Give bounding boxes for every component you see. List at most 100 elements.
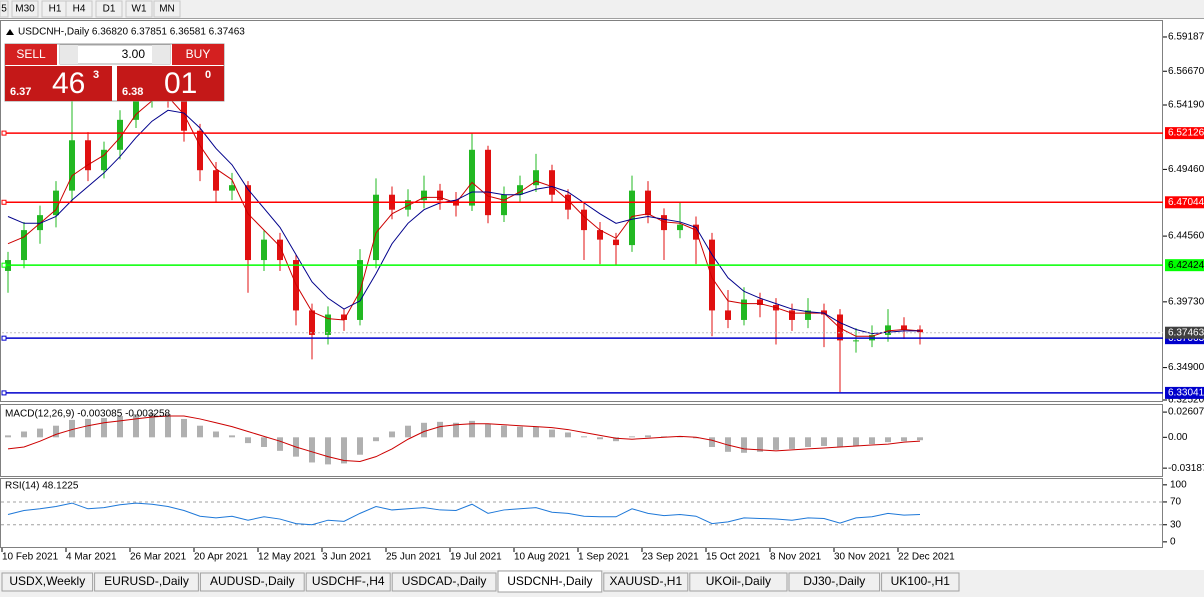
candle-body (853, 340, 859, 342)
timeframe-label[interactable]: H4 (73, 4, 86, 15)
macd-bar (709, 437, 715, 447)
chart-tab-label[interactable]: AUDUSD-,Daily (210, 574, 295, 588)
macd-bar (85, 418, 91, 438)
timeframe-button[interactable] (125, 0, 153, 18)
level-label-box (1165, 386, 1204, 399)
candle-body (85, 140, 91, 171)
timeframe-button[interactable] (153, 0, 181, 18)
timeframe-label[interactable]: 5 (1, 4, 7, 15)
chart-tab-label[interactable]: UKOil-,Daily (706, 574, 771, 588)
macd-bar (821, 437, 827, 447)
candle-body (21, 230, 27, 261)
y-tick-label: 30 (1170, 519, 1182, 530)
buy-price-box[interactable] (117, 66, 224, 101)
y-tick-label: -0.03187 (1168, 463, 1204, 474)
timeframe-button[interactable] (95, 0, 123, 18)
chart-tab-label[interactable]: UK100-,H1 (891, 574, 951, 588)
chart-tab[interactable] (199, 572, 305, 592)
level-label: 6.42424 (1168, 260, 1204, 271)
chart-tab[interactable] (391, 572, 497, 592)
price-chart-title: USDCNH-,Daily 6.36820 6.37851 6.36581 6.… (18, 27, 245, 38)
timeframe-label[interactable]: H1 (49, 4, 62, 15)
candle-body (661, 215, 667, 231)
macd-bar (133, 414, 139, 438)
candle-body (533, 170, 539, 186)
timeframe-label[interactable]: MN (159, 4, 175, 15)
lots-value[interactable]: 3.00 (122, 47, 146, 61)
chart-tab[interactable] (881, 572, 960, 592)
lots-down[interactable] (60, 45, 78, 64)
x-tick-label: 10 Feb 2021 (2, 552, 59, 563)
macd-bar (341, 437, 347, 464)
chart-tab[interactable] (94, 572, 199, 592)
y-tick-label: 6.44560 (1168, 231, 1204, 242)
macd-bar (389, 431, 395, 438)
y-tick-label: 6.59187 (1168, 32, 1204, 43)
timeframe-button[interactable] (0, 0, 9, 18)
chart-tab[interactable] (305, 572, 391, 592)
macd-bar (325, 437, 331, 465)
candle-body (101, 149, 107, 171)
rsi-panel (0, 478, 1163, 548)
chart-tab[interactable] (689, 572, 788, 592)
buy-price-big-figure: 6.38 (122, 86, 143, 98)
candle-body (677, 224, 683, 231)
candle-body (757, 299, 763, 305)
chart-tab-label[interactable]: EURUSD-,Daily (104, 574, 189, 588)
candle-body (597, 230, 603, 240)
sell-label[interactable]: SELL (16, 47, 46, 61)
sell-button[interactable] (5, 44, 57, 65)
chart-tab-label[interactable]: USDCHF-,H4 (312, 574, 385, 588)
candle-body (213, 170, 219, 191)
timeframe-button[interactable] (65, 0, 93, 18)
macd-bar (741, 437, 747, 453)
chart-tab-label[interactable]: USDCNH-,Daily (507, 574, 592, 588)
candle-body (117, 119, 123, 150)
chart-tab[interactable] (603, 572, 689, 592)
macd-bar (5, 435, 11, 438)
moving-average (7, 109, 920, 335)
chart-tab-label[interactable]: DJ30-,Daily (803, 574, 865, 588)
x-tick-label: 25 Jun 2021 (386, 552, 441, 563)
candle-body (69, 140, 75, 191)
timeframe-label[interactable]: W1 (132, 4, 147, 15)
macd-bar (581, 436, 587, 438)
macd-bar (885, 437, 891, 443)
buy-price-fraction: 0 (205, 69, 211, 81)
candle-body (501, 194, 507, 216)
macd-bar (53, 425, 59, 438)
chart-tab[interactable] (788, 572, 881, 592)
ask-label-box (1165, 326, 1204, 339)
macd-bar (261, 437, 267, 447)
chart-tab-label[interactable]: USDX,Weekly (9, 574, 85, 588)
macd-bar (789, 437, 795, 449)
lots-up[interactable] (152, 45, 170, 64)
one-click-trading: SELL 3.00 BUY 6.37 46 3 6.38 01 0 (4, 43, 225, 102)
macd-bar (453, 422, 459, 438)
candle-body (373, 194, 379, 261)
buy-label[interactable]: BUY (186, 47, 211, 61)
candle-body (693, 224, 699, 240)
candle-body (37, 215, 43, 231)
level-handle (1, 335, 7, 341)
sell-price-box[interactable] (5, 66, 112, 101)
timeframe-button[interactable] (11, 0, 39, 18)
timeframe-label[interactable]: M30 (15, 4, 35, 15)
candle-body (277, 239, 283, 261)
chart-tab[interactable] (497, 570, 603, 593)
buy-button[interactable] (172, 44, 224, 65)
toolbar (0, 0, 1204, 18)
chart-tab-label[interactable]: USDCAD-,Daily (402, 574, 487, 588)
chart-tab[interactable] (1, 572, 94, 592)
candle-body (133, 95, 139, 120)
macd-bar (917, 437, 923, 441)
timeframe-label[interactable]: D1 (103, 4, 116, 15)
macd-bar (853, 437, 859, 447)
y-tick-label: 0.00 (1168, 432, 1188, 443)
collapse-arrow[interactable] (6, 29, 14, 35)
y-tick-label: 6.32520 (1168, 395, 1204, 406)
candle-body (341, 314, 347, 320)
x-tick-label: 30 Nov 2021 (834, 552, 891, 563)
chart-tab-label[interactable]: XAUUSD-,H1 (609, 574, 682, 588)
sell-price-pips: 46 (52, 67, 85, 100)
